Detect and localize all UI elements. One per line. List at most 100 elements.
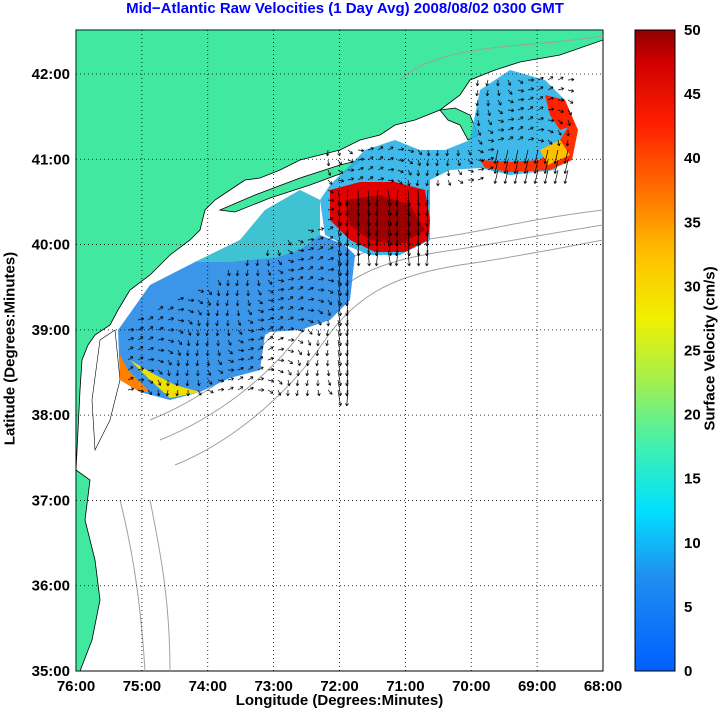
velocity-arrow xyxy=(397,147,405,152)
y-tick-label: 41:00 xyxy=(32,151,70,168)
velocity-arrow xyxy=(477,129,482,136)
velocity-arrow xyxy=(387,189,393,206)
x-axis: 76:00 75:00 74:00 73:00 72:00 71:00 70:00 69:00… xyxy=(57,678,622,695)
velocity-arrow xyxy=(327,189,334,194)
velocity-arrow xyxy=(267,298,275,303)
velocity-arrow xyxy=(147,316,154,321)
velocity-arrow xyxy=(527,96,534,101)
velocity-arrow xyxy=(277,379,283,385)
velocity-arrow xyxy=(367,249,371,267)
velocity-arrow xyxy=(537,96,544,101)
velocity-arrow xyxy=(435,149,440,157)
x-tick-label: 76:00 xyxy=(57,678,95,695)
velocity-arrow xyxy=(337,169,344,174)
velocity-arrow xyxy=(487,166,494,171)
grid-lines xyxy=(76,30,603,671)
velocity-arrow xyxy=(426,149,431,157)
velocity-arrow xyxy=(503,169,509,184)
velocity-arrow xyxy=(317,288,325,292)
velocity-arrow xyxy=(277,249,281,256)
velocity-arrow xyxy=(195,339,200,347)
velocity-arrow xyxy=(547,118,555,123)
velocity-arrow xyxy=(563,149,569,164)
velocity-arrow xyxy=(357,166,364,171)
velocity-arrow xyxy=(287,249,293,255)
velocity-arrow xyxy=(477,176,484,181)
velocity-arrow xyxy=(247,309,252,316)
velocity-arrow xyxy=(265,249,270,257)
velocity-arrow xyxy=(507,117,515,122)
velocity-arrow xyxy=(225,299,229,307)
velocity-arrow xyxy=(236,309,241,317)
velocity-arrow xyxy=(547,129,554,134)
colorbar xyxy=(634,29,676,672)
velocity-arrow xyxy=(307,237,315,242)
velocity-arrow xyxy=(277,326,284,331)
velocity-arrow xyxy=(227,269,231,277)
velocity-arrow xyxy=(553,169,559,184)
velocity-arrow xyxy=(287,349,294,353)
velocity-arrow xyxy=(297,257,305,262)
velocity-arrow xyxy=(567,89,575,93)
velocity-arrow xyxy=(387,199,393,216)
velocity-arrow xyxy=(257,366,264,371)
velocity-arrow xyxy=(167,349,174,355)
velocity-arrow xyxy=(197,289,204,293)
velocity-arrow xyxy=(557,119,563,125)
velocity-arrow xyxy=(287,286,294,291)
velocity-arrow xyxy=(337,189,343,207)
velocity-arrow xyxy=(185,379,190,387)
velocity-arrow xyxy=(225,289,230,297)
velocity-arrow xyxy=(267,307,275,312)
chart-title: Mid−Atlantic Raw Velocities (1 Day Avg) … xyxy=(126,0,564,17)
velocity-arrow xyxy=(187,319,193,325)
velocity-arrow xyxy=(237,329,243,335)
velocity-arrow xyxy=(527,116,534,121)
velocity-arrow xyxy=(245,269,249,277)
velocity-arrow xyxy=(267,389,274,394)
velocity-arrow xyxy=(177,349,181,356)
velocity-arrow xyxy=(533,169,539,184)
velocity-arrow xyxy=(266,259,271,267)
velocity-arrow xyxy=(496,89,501,97)
velocity-arrow xyxy=(177,318,185,323)
velocity-arrow xyxy=(475,99,480,107)
velocity-arrow xyxy=(567,119,571,126)
x-tick-label: 74:00 xyxy=(189,678,227,695)
velocity-arrow xyxy=(337,179,345,183)
velocity-arrow xyxy=(227,368,235,372)
velocity-arrow xyxy=(215,299,220,307)
velocity-arrow xyxy=(497,119,504,123)
velocity-arrow xyxy=(416,249,421,267)
velocity-arrow xyxy=(185,359,190,367)
velocity-arrow xyxy=(257,336,264,341)
velocity-arrow xyxy=(407,249,411,267)
velocity-arrow xyxy=(315,349,320,357)
velocity-arrow xyxy=(503,159,509,174)
velocity-arrow xyxy=(507,99,514,104)
velocity-arrow xyxy=(337,309,343,327)
velocity-arrow xyxy=(307,297,315,302)
velocity-arrow xyxy=(425,169,430,177)
velocity-arrow xyxy=(566,129,570,137)
velocity-arrow xyxy=(477,167,485,172)
velocity-arrow xyxy=(476,119,481,127)
velocity-arrow xyxy=(356,249,361,267)
velocity-arrow xyxy=(187,309,194,314)
delmarva xyxy=(91,329,121,452)
velocity-arrow xyxy=(327,169,332,176)
velocity-arrow xyxy=(235,279,240,287)
velocity-arrow xyxy=(147,368,155,373)
velocity-arrow xyxy=(435,169,440,177)
velocity-arrow xyxy=(497,137,505,141)
colorbar-tick-label: 35 xyxy=(684,214,701,231)
velocity-arrow xyxy=(226,329,231,337)
velocity-arrow xyxy=(567,109,572,116)
velocity-arrow xyxy=(297,239,304,244)
velocity-arrow xyxy=(217,379,225,383)
velocity-arrow xyxy=(537,86,544,91)
velocity-arrow xyxy=(295,389,300,397)
velocity-arrow xyxy=(496,79,500,87)
velocity-vectors xyxy=(127,76,575,407)
